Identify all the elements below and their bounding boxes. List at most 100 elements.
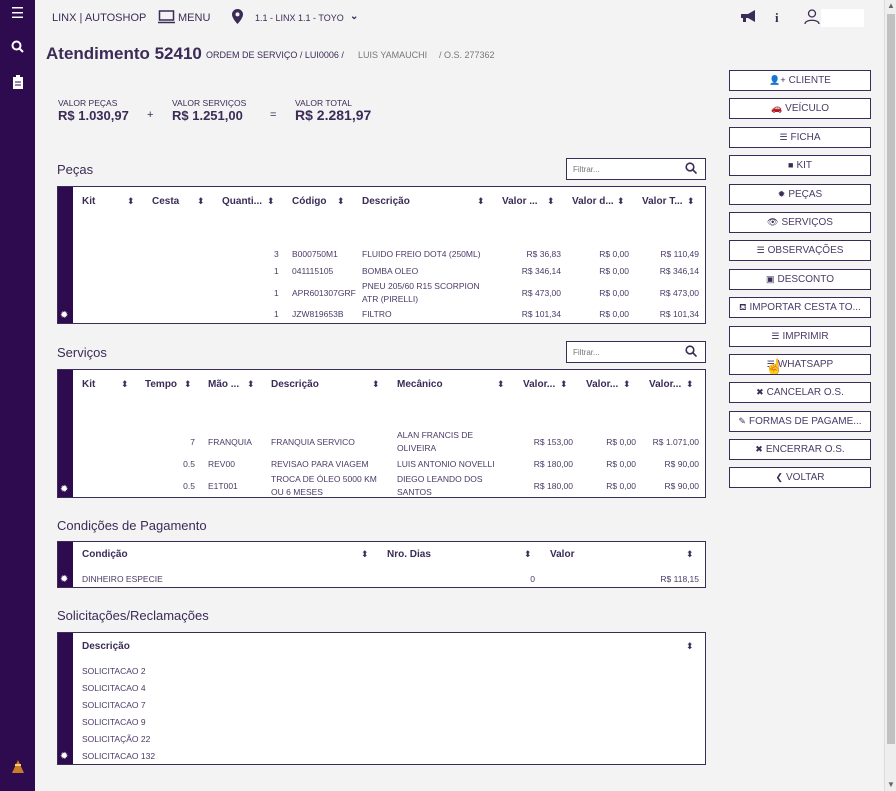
top-bar: LINX | AUTOSHOP MENU 1.1 - LINX 1.1 - TO… bbox=[35, 0, 884, 36]
cell-unit: R$ 101,34 bbox=[521, 309, 561, 319]
search-icon[interactable] bbox=[685, 162, 698, 177]
desconto-button[interactable]: ▣ DESCONTO bbox=[729, 268, 871, 290]
sort-icon[interactable]: ⬍ bbox=[477, 196, 485, 206]
chevron-down-icon[interactable]: ⌄ bbox=[350, 11, 359, 22]
col-header-kit[interactable]: Kit bbox=[82, 196, 96, 207]
col-header-quantidade[interactable]: Quanti... bbox=[222, 196, 262, 207]
sort-icon[interactable]: ⬍ bbox=[686, 641, 694, 651]
ficha-button[interactable]: ☰ FICHA bbox=[729, 126, 871, 148]
cell-code: JZW819653B bbox=[292, 309, 344, 319]
servicos-filter[interactable] bbox=[566, 341, 706, 363]
col-header-descricao[interactable]: Descrição bbox=[82, 641, 130, 652]
location-pin-icon bbox=[232, 9, 243, 29]
cell-code: 041115105 bbox=[292, 266, 334, 276]
sort-icon[interactable]: ⬍ bbox=[617, 196, 625, 206]
gear-icon[interactable]: ✹ bbox=[60, 751, 69, 762]
sort-icon[interactable]: ⬍ bbox=[686, 379, 694, 389]
importar-cesta-button[interactable]: ⛾ IMPORTAR CESTA TO... bbox=[729, 297, 871, 319]
sort-icon[interactable]: ⬍ bbox=[497, 379, 505, 389]
col-header-valor-total[interactable]: Valor T... bbox=[642, 196, 683, 207]
page-scrollbar[interactable]: ▲ ▼ bbox=[884, 0, 896, 791]
pecas-button[interactable]: ✹ PEÇAS bbox=[729, 183, 871, 205]
list-item[interactable]: SOLICITACAO 132 bbox=[82, 751, 156, 761]
pagamento-section-title: Condições de Pagamento bbox=[57, 518, 207, 533]
sort-icon[interactable]: ⬍ bbox=[524, 549, 532, 559]
list-item[interactable]: SOLICITACAO 7 bbox=[82, 700, 146, 710]
imprimir-button[interactable]: ☰ IMPRIMIR bbox=[729, 325, 871, 347]
encerrar-os-button[interactable]: ✖ ENCERRAR O.S. bbox=[729, 439, 871, 461]
gear-icon[interactable]: ✹ bbox=[60, 574, 69, 585]
cell-total: R$ 473,00 bbox=[659, 288, 699, 298]
clipboard-icon[interactable] bbox=[0, 75, 35, 93]
col-header-valor-3[interactable]: Valor... bbox=[649, 379, 682, 390]
scroll-down-icon[interactable]: ▼ bbox=[887, 780, 895, 789]
col-header-valor-1[interactable]: Valor... bbox=[523, 379, 556, 390]
col-header-valor-unit[interactable]: Valor ... bbox=[502, 196, 538, 207]
menu-button[interactable]: MENU bbox=[178, 12, 211, 24]
sort-icon[interactable]: ⬍ bbox=[337, 196, 345, 206]
col-header-cesta[interactable]: Cesta bbox=[152, 196, 180, 207]
sort-icon[interactable]: ⬍ bbox=[623, 379, 631, 389]
gear-icon[interactable]: ✹ bbox=[60, 484, 69, 495]
col-header-descricao[interactable]: Descrição bbox=[271, 379, 319, 390]
info-icon[interactable]: i bbox=[775, 10, 779, 25]
gear-icon[interactable]: ✹ bbox=[60, 310, 69, 321]
col-header-descricao[interactable]: Descrição bbox=[362, 196, 410, 207]
sort-icon[interactable]: ⬍ bbox=[197, 196, 205, 206]
col-header-mao-obra[interactable]: Mão ... bbox=[208, 379, 240, 390]
whatsapp-button[interactable]: ☰ WHATSAPP ☝ bbox=[729, 353, 871, 375]
col-header-valor-desc[interactable]: Valor d... bbox=[572, 196, 614, 207]
list-item[interactable]: SOLICITACAO 2 bbox=[82, 666, 146, 676]
cell-valor-1: R$ 180,00 bbox=[533, 459, 573, 469]
hamburger-icon[interactable]: ☰ bbox=[10, 5, 25, 22]
col-header-codigo[interactable]: Código bbox=[292, 196, 327, 207]
pecas-filter-input[interactable] bbox=[567, 159, 677, 180]
sort-icon[interactable]: ⬍ bbox=[372, 379, 380, 389]
scroll-up-icon[interactable]: ▲ bbox=[887, 1, 895, 10]
eye-icon: 👁 bbox=[767, 216, 779, 227]
list-item[interactable]: SOLICITACAO 4 bbox=[82, 683, 146, 693]
sort-icon[interactable]: ⬍ bbox=[127, 196, 135, 206]
col-header-condicao[interactable]: Condição bbox=[82, 549, 128, 560]
sort-icon[interactable]: ⬍ bbox=[247, 379, 255, 389]
sort-icon[interactable]: ⬍ bbox=[361, 549, 369, 559]
col-header-mecanico[interactable]: Mecânico bbox=[397, 379, 443, 390]
veiculo-button[interactable]: 🚗 VEÍCULO bbox=[729, 98, 871, 120]
pecas-filter[interactable] bbox=[566, 158, 706, 180]
col-header-kit[interactable]: Kit bbox=[82, 379, 96, 390]
location-selector[interactable]: 1.1 - LINX 1.1 - TOYO bbox=[255, 13, 344, 23]
user-icon[interactable] bbox=[804, 9, 820, 29]
search-icon[interactable] bbox=[685, 345, 698, 360]
sort-icon[interactable]: ⬍ bbox=[547, 196, 555, 206]
observacoes-button[interactable]: ☰ OBSERVAÇÕES bbox=[729, 240, 871, 262]
sort-icon[interactable]: ⬍ bbox=[184, 379, 192, 389]
col-header-tempo[interactable]: Tempo bbox=[145, 379, 178, 390]
sort-icon[interactable]: ⬍ bbox=[560, 379, 568, 389]
list-item[interactable]: SOLICITACAO 9 bbox=[82, 717, 146, 727]
search-icon[interactable] bbox=[0, 40, 35, 56]
megaphone-icon[interactable] bbox=[740, 9, 758, 28]
sort-icon[interactable]: ⬍ bbox=[686, 549, 694, 559]
col-header-valor[interactable]: Valor bbox=[550, 549, 575, 560]
formas-pagamento-button[interactable]: ✎ FORMAS DE PAGAME... bbox=[729, 410, 871, 432]
servicos-button[interactable]: 👁 SERVIÇOS bbox=[729, 211, 871, 233]
col-header-valor-2[interactable]: Valor... bbox=[586, 379, 619, 390]
cell-total: R$ 101,34 bbox=[659, 309, 699, 319]
sort-icon[interactable]: ⬍ bbox=[121, 379, 129, 389]
list-item[interactable]: SOLICITAÇÃO 22 bbox=[82, 734, 151, 744]
sort-icon[interactable]: ⬍ bbox=[687, 196, 695, 206]
cancelar-os-button[interactable]: ✖ CANCELAR O.S. bbox=[729, 382, 871, 404]
servicos-section-title: Serviços bbox=[57, 345, 107, 360]
user-name-box[interactable] bbox=[821, 9, 864, 27]
breadcrumb-client[interactable]: LUIS YAMAUCHI bbox=[358, 50, 428, 60]
voltar-button[interactable]: ❮ VOLTAR bbox=[729, 467, 871, 489]
sort-icon[interactable]: ⬍ bbox=[267, 196, 275, 206]
monitor-icon[interactable] bbox=[158, 10, 175, 29]
scroll-thumb[interactable] bbox=[887, 14, 895, 744]
servicos-filter-input[interactable] bbox=[567, 342, 677, 363]
col-header-nro-dias[interactable]: Nro. Dias bbox=[387, 549, 431, 560]
cell-qty: 1 bbox=[274, 309, 279, 319]
lines-icon: ☰ bbox=[771, 330, 780, 341]
kit-button[interactable]: ■ KIT bbox=[729, 155, 871, 177]
cliente-button[interactable]: 👤+ CLIENTE bbox=[729, 70, 871, 91]
